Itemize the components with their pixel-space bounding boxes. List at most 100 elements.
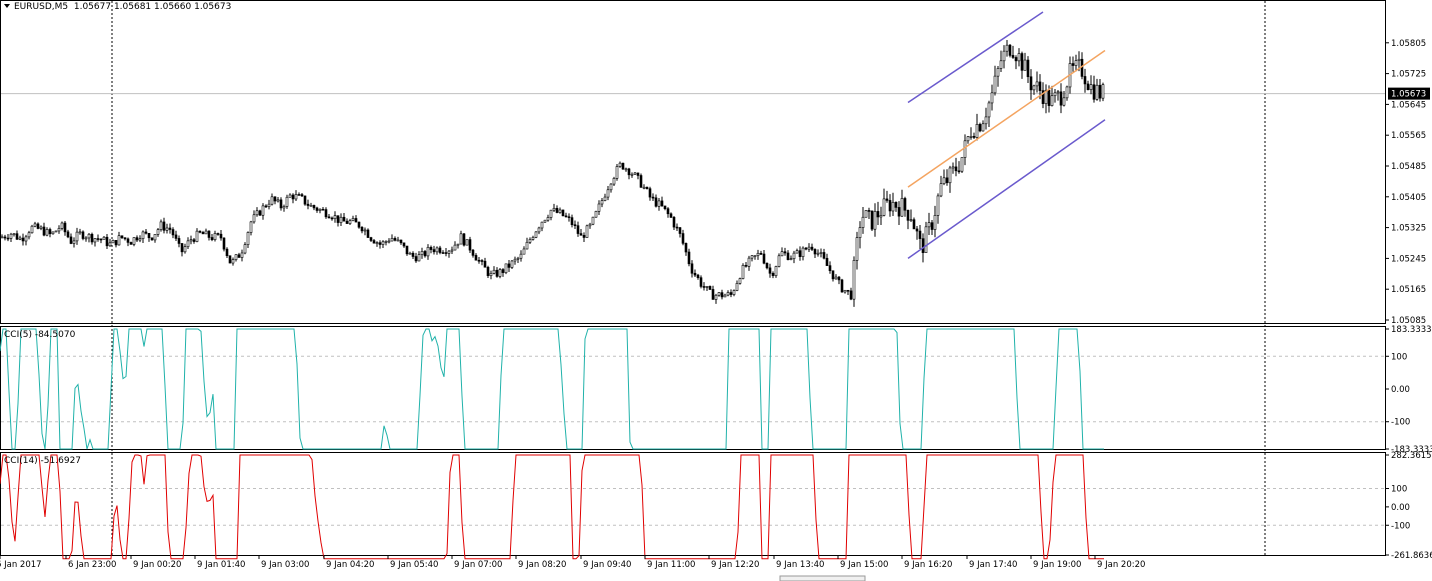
CCI(5)-tick-label: -100 bbox=[1391, 418, 1410, 428]
candle-body bbox=[1005, 44, 1009, 52]
candle-body bbox=[69, 236, 73, 244]
candle-body bbox=[957, 170, 961, 173]
candle-body bbox=[351, 218, 355, 221]
candle-body bbox=[147, 232, 151, 239]
candle-body bbox=[129, 242, 133, 245]
CCI(14)-tick-label: -261.8636 bbox=[1391, 551, 1432, 561]
price-tick-label: 1.05245 bbox=[1391, 254, 1426, 264]
current-price-box bbox=[1388, 87, 1430, 100]
candle-body bbox=[201, 232, 205, 235]
candle-body bbox=[966, 136, 970, 142]
candle-body bbox=[819, 252, 823, 254]
candle-body bbox=[1083, 76, 1087, 85]
candle-body bbox=[684, 243, 688, 253]
candle-body bbox=[408, 252, 412, 255]
candle-body bbox=[882, 198, 886, 216]
candle-body bbox=[21, 237, 25, 242]
candle-body bbox=[642, 186, 646, 189]
candle-body bbox=[741, 265, 745, 279]
candle-body bbox=[525, 241, 529, 250]
candle-body bbox=[951, 166, 955, 169]
time-tick-label: 9 Jan 01:40 bbox=[197, 560, 245, 570]
candle-body bbox=[609, 183, 613, 191]
dropdown-triangle-icon[interactable] bbox=[4, 4, 10, 8]
candle-body bbox=[903, 198, 907, 211]
candle-body bbox=[918, 230, 922, 239]
candle-body bbox=[141, 231, 145, 239]
candle-body bbox=[411, 252, 415, 257]
candle-body bbox=[606, 189, 610, 198]
candle-body bbox=[813, 249, 817, 255]
price-tick-label: 1.05565 bbox=[1391, 131, 1426, 141]
candle-body bbox=[27, 232, 31, 238]
candle-body bbox=[840, 279, 844, 293]
candle-body bbox=[126, 238, 130, 243]
candle-body bbox=[714, 294, 718, 300]
candle-body bbox=[912, 219, 916, 230]
time-tick-label: 9 Jan 08:20 bbox=[518, 560, 566, 570]
candle-body bbox=[249, 221, 253, 233]
candle-body bbox=[906, 209, 910, 221]
candle-body bbox=[1053, 92, 1057, 97]
symbol-label: EURUSD,M5 bbox=[14, 2, 69, 12]
candle-body bbox=[468, 239, 472, 251]
candle-body bbox=[174, 234, 178, 239]
candle-body bbox=[342, 216, 346, 222]
candle-body bbox=[423, 251, 427, 257]
candle-body bbox=[996, 68, 1000, 77]
candle-body bbox=[570, 217, 574, 226]
candle-body bbox=[924, 226, 928, 253]
candle-body bbox=[135, 237, 139, 241]
candle-body bbox=[90, 233, 94, 243]
candle-body bbox=[633, 172, 637, 175]
candle-body bbox=[675, 226, 679, 229]
candle-body bbox=[975, 124, 979, 138]
candle-body bbox=[504, 263, 508, 273]
candle-body bbox=[87, 233, 91, 239]
candle-body bbox=[852, 260, 856, 300]
candle-body bbox=[909, 219, 913, 221]
candle-body bbox=[930, 222, 934, 230]
candle-body bbox=[1095, 84, 1099, 100]
candle-body bbox=[483, 260, 487, 268]
candle-body bbox=[276, 199, 280, 202]
candle-body bbox=[735, 283, 739, 291]
candle-body bbox=[738, 278, 742, 284]
cci5-pane-header: CCI(5) -84.5070 bbox=[4, 330, 76, 340]
candle-body bbox=[978, 124, 982, 132]
candle-body bbox=[705, 286, 709, 288]
candle-body bbox=[378, 242, 382, 245]
candle-body bbox=[630, 173, 634, 176]
candle-body bbox=[18, 237, 22, 240]
time-tick-label: 9 Jan 13:40 bbox=[776, 560, 824, 570]
candle-body bbox=[102, 236, 106, 240]
CCI(14)-tick-label: 282.3615 bbox=[1391, 451, 1432, 461]
candle-body bbox=[252, 214, 256, 223]
candle-body bbox=[708, 286, 712, 290]
candle-body bbox=[651, 196, 655, 199]
candle-body bbox=[747, 257, 751, 267]
candle-body bbox=[432, 249, 436, 253]
candle-body bbox=[420, 251, 424, 255]
candle-body bbox=[366, 229, 370, 238]
candle-body bbox=[417, 254, 421, 262]
candle-body bbox=[237, 254, 241, 258]
candle-body bbox=[783, 251, 787, 254]
candle-body bbox=[945, 177, 949, 184]
candle-body bbox=[507, 263, 511, 268]
candle-body bbox=[1086, 83, 1090, 90]
price-tick-label: 1.05725 bbox=[1391, 70, 1426, 80]
candle-body bbox=[798, 250, 802, 257]
candle-body bbox=[189, 239, 193, 242]
candle-body bbox=[30, 225, 34, 234]
candle-body bbox=[765, 262, 769, 269]
channel-lower-line bbox=[907, 119, 1106, 260]
time-tick-label: 9 Jan 03:00 bbox=[261, 560, 309, 570]
candle-body bbox=[108, 242, 112, 247]
candle-body bbox=[591, 216, 595, 225]
candle-body bbox=[501, 269, 505, 273]
candle-body bbox=[774, 266, 778, 276]
candle-body bbox=[546, 217, 550, 221]
